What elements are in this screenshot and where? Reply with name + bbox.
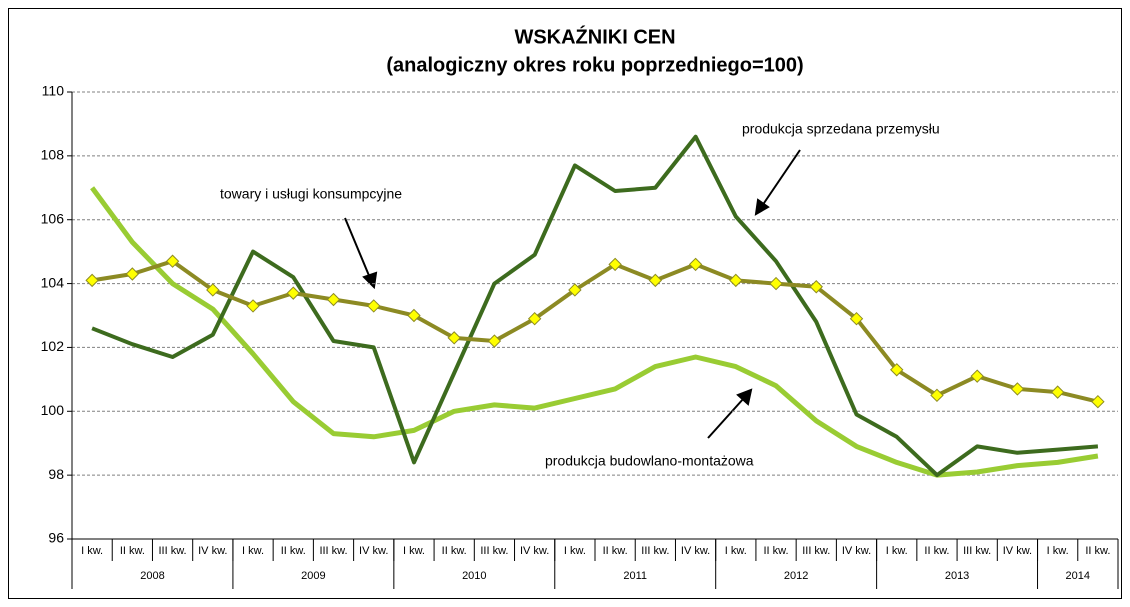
x-tick-label: I kw. <box>886 545 908 557</box>
x-tick-label: III kw. <box>319 545 347 557</box>
marker <box>367 299 381 313</box>
y-tick-label: 108 <box>41 147 65 163</box>
year-label: 2014 <box>1066 570 1090 582</box>
marker <box>930 388 944 403</box>
year-label: 2011 <box>623 570 647 582</box>
marker <box>165 254 180 268</box>
y-tick-label: 102 <box>41 338 65 354</box>
x-tick-label: II kw. <box>120 545 145 557</box>
x-tick-label: IV kw. <box>359 545 388 557</box>
marker <box>568 283 582 297</box>
series-annotation: towary i usługi konsumpcyjne <box>220 186 402 202</box>
chart-title: WSKAŹNIKI CEN <box>514 25 675 48</box>
marker <box>527 311 542 326</box>
marker <box>487 334 502 348</box>
x-tick-label: III kw. <box>480 545 508 557</box>
marker <box>246 299 260 313</box>
marker <box>125 267 140 281</box>
series-line <box>91 134 1099 478</box>
marker <box>849 311 864 326</box>
year-label: 2008 <box>140 570 164 582</box>
y-tick-label: 96 <box>48 530 64 546</box>
marker <box>1010 382 1025 396</box>
arrow <box>344 217 371 279</box>
x-tick-label: IV kw. <box>1003 545 1032 557</box>
marker <box>608 257 622 272</box>
y-tick-label: 106 <box>41 210 65 226</box>
marker <box>286 286 300 300</box>
x-tick-label: II kw. <box>924 545 949 557</box>
year-label: 2009 <box>301 570 325 582</box>
marker <box>407 308 421 323</box>
marker <box>85 273 99 288</box>
x-tick-label: II kw. <box>442 545 467 557</box>
x-tick-label: IV kw. <box>842 545 871 557</box>
series-annotation: produkcja budowlano-montażowa <box>545 453 754 469</box>
arrow-head <box>736 388 753 406</box>
x-tick-label: III kw. <box>802 545 830 557</box>
year-label: 2013 <box>945 570 969 582</box>
marker <box>326 292 341 307</box>
marker <box>648 273 663 288</box>
x-tick-label: III kw. <box>963 545 991 557</box>
series-annotation: produkcja sprzedana przemysłu <box>742 121 940 137</box>
x-tick-label: IV kw. <box>520 545 549 557</box>
x-tick-label: IV kw. <box>198 545 227 557</box>
marker <box>890 363 904 377</box>
year-label: 2012 <box>784 570 808 582</box>
arrow <box>761 149 801 207</box>
year-label: 2010 <box>462 570 486 582</box>
x-tick-label: I kw. <box>1047 545 1069 557</box>
marker <box>729 273 743 288</box>
y-tick-label: 98 <box>48 466 64 482</box>
x-tick-label: I kw. <box>725 545 747 557</box>
arrow <box>707 397 745 439</box>
x-tick-label: II kw. <box>1085 545 1110 557</box>
y-tick-label: 110 <box>42 83 65 99</box>
x-tick-label: II kw. <box>603 545 628 557</box>
marker <box>769 276 783 291</box>
x-tick-label: III kw. <box>641 545 669 557</box>
marker <box>809 280 823 294</box>
x-tick-label: II kw. <box>764 545 789 557</box>
x-tick-label: I kw. <box>403 545 425 557</box>
series-line <box>91 259 1099 404</box>
x-tick-label: III kw. <box>159 545 187 557</box>
x-tick-label: I kw. <box>564 545 586 557</box>
marker <box>1091 395 1105 409</box>
x-tick-label: IV kw. <box>681 545 710 557</box>
arrow-head <box>754 198 770 216</box>
marker <box>1050 385 1065 399</box>
y-tick-label: 104 <box>41 274 65 290</box>
x-tick-label: II kw. <box>281 545 306 557</box>
marker <box>688 257 703 272</box>
y-tick-label: 100 <box>41 402 65 418</box>
chart-subtitle: (analogiczny okres roku poprzedniego=100… <box>386 54 803 76</box>
marker <box>970 369 984 383</box>
x-tick-label: I kw. <box>81 545 103 557</box>
chart-frame <box>8 8 1122 599</box>
series-line <box>90 186 1099 478</box>
x-tick-label: I kw. <box>242 545 264 557</box>
marker <box>447 331 461 345</box>
marker <box>206 283 220 297</box>
